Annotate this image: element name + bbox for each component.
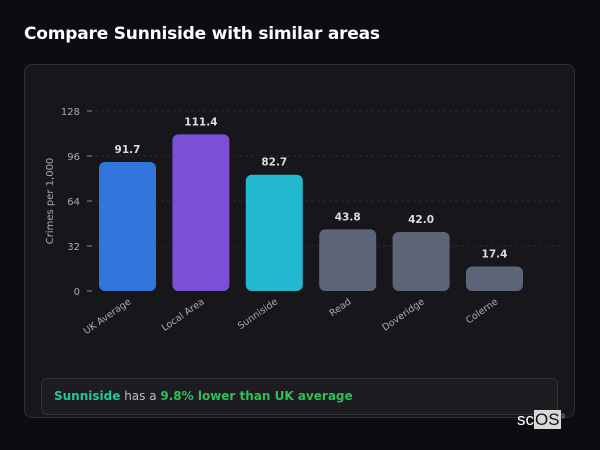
data-label: 111.4 [184,116,217,128]
x-tick-label: Colerne [464,296,500,326]
y-tick-label: 128 [61,107,80,118]
page-title: Compare Sunniside with similar areas [24,24,380,44]
bar-local-area [172,134,230,291]
summary-comparison: 9.8% lower than UK average [160,389,353,403]
bar-uk-average [99,162,156,291]
data-label: 43.8 [335,211,361,223]
x-tick-label: UK Average [82,296,134,337]
x-tick-label: Local Area [160,296,207,333]
summary-box: Sunniside has a 9.8% lower than UK avera… [41,378,558,415]
data-label: 42.0 [408,214,434,226]
y-axis-label: Crimes per 1,000 [45,158,56,245]
bar-sunniside [245,174,303,291]
summary-area: Sunniside [54,389,121,403]
x-tick-label: Sunniside [236,296,280,332]
y-tick-label: 96 [67,152,80,163]
scos-logo: scOS® [517,410,565,429]
data-label: 17.4 [482,249,508,261]
x-tick-label: Read [328,296,354,319]
data-label: 91.7 [115,144,141,156]
bar-doveridge [392,231,450,291]
y-tick-label: 64 [67,197,80,208]
x-tick-label: Doveridge [380,296,427,333]
summary-middle: has a [120,389,161,403]
y-tick-label: 0 [74,287,80,298]
bar-read [319,229,377,291]
y-tick-label: 32 [67,242,80,253]
bar-colerne [466,266,523,291]
data-label: 82.7 [261,157,287,169]
